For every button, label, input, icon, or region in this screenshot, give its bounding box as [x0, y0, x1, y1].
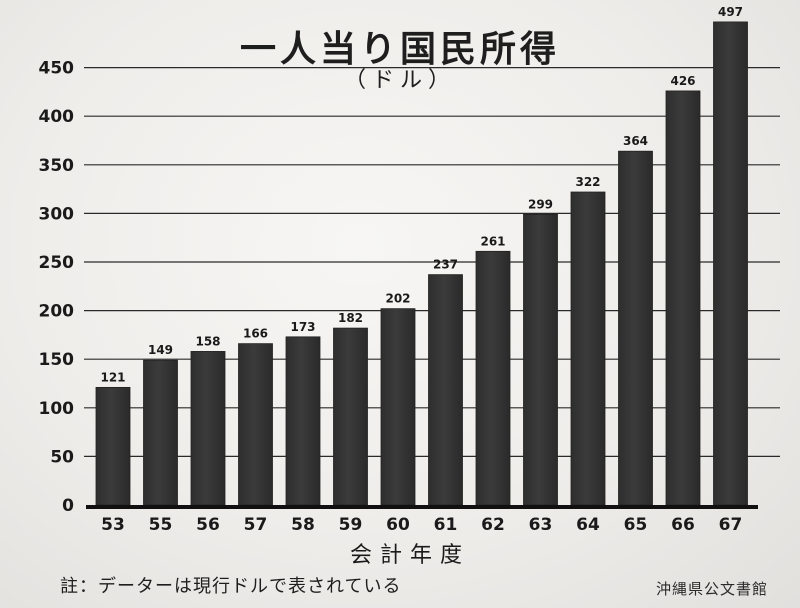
x-category-label: 65 [624, 515, 648, 535]
y-tick-label: 300 [39, 204, 75, 224]
y-tick-label: 450 [39, 59, 75, 79]
data-label: 299 [528, 197, 553, 211]
bar [713, 21, 748, 506]
y-tick-label: 200 [39, 302, 75, 322]
x-category-label: 55 [149, 515, 173, 535]
bar [285, 336, 321, 506]
x-category-label: 58 [291, 515, 315, 535]
chart-title: 一人当り国民所得 [239, 29, 560, 70]
bars [95, 21, 748, 506]
data-label: 364 [623, 134, 648, 148]
y-axis-ticks: 0 50 100 150 200 250 300 350 400 450 [39, 59, 75, 516]
y-tick-label: 350 [39, 156, 75, 176]
data-label: 322 [575, 175, 600, 189]
x-category-label: 53 [101, 515, 125, 535]
bar [665, 90, 701, 506]
bar [190, 351, 226, 506]
bar [475, 250, 511, 506]
x-axis-categories: 53 55 56 57 58 59 60 61 62 63 64 65 66 67 [101, 515, 742, 535]
x-category-label: 61 [434, 515, 458, 535]
bar [570, 191, 606, 506]
bar [143, 359, 178, 506]
data-label: 158 [195, 334, 220, 348]
y-tick-label: 400 [39, 107, 75, 127]
x-category-label: 66 [671, 515, 695, 535]
bar [523, 213, 558, 506]
y-tick-label: 50 [50, 447, 74, 467]
data-label: 166 [243, 327, 268, 341]
x-category-label: 60 [386, 515, 410, 535]
data-label: 202 [385, 292, 410, 306]
x-category-label: 62 [481, 515, 505, 535]
archive-credit: 沖縄県公文書館 [655, 580, 768, 598]
data-label: 426 [670, 74, 695, 88]
x-category-label: 64 [576, 515, 600, 535]
x-category-label: 63 [529, 515, 553, 535]
x-category-label: 67 [719, 515, 743, 535]
data-label: 173 [290, 320, 315, 334]
x-category-label: 57 [244, 515, 268, 535]
y-tick-label: 100 [39, 399, 75, 419]
data-labels: 121 149 158 166 173 182 202 237 261 299 322 364 426 4… [100, 5, 743, 384]
data-label: 261 [480, 234, 505, 248]
bar [380, 308, 416, 506]
data-label: 237 [433, 258, 458, 272]
y-tick-label: 250 [39, 253, 75, 273]
y-tick-label: 0 [62, 496, 74, 516]
data-label: 121 [100, 370, 125, 384]
data-label: 497 [718, 5, 743, 19]
chart-subtitle: （ドル） [343, 68, 456, 93]
y-tick-label: 150 [39, 350, 75, 370]
bar [95, 386, 131, 506]
x-axis-label: 会計年度 [350, 543, 470, 568]
footnote: 註：データーは現行ドルで表されている [60, 576, 402, 597]
data-label: 149 [148, 343, 173, 357]
x-category-label: 59 [339, 515, 363, 535]
bar [333, 327, 368, 506]
x-category-label: 56 [196, 515, 220, 535]
bar [618, 150, 653, 506]
bar [238, 343, 273, 506]
data-label: 182 [338, 311, 363, 325]
bar [428, 274, 463, 506]
